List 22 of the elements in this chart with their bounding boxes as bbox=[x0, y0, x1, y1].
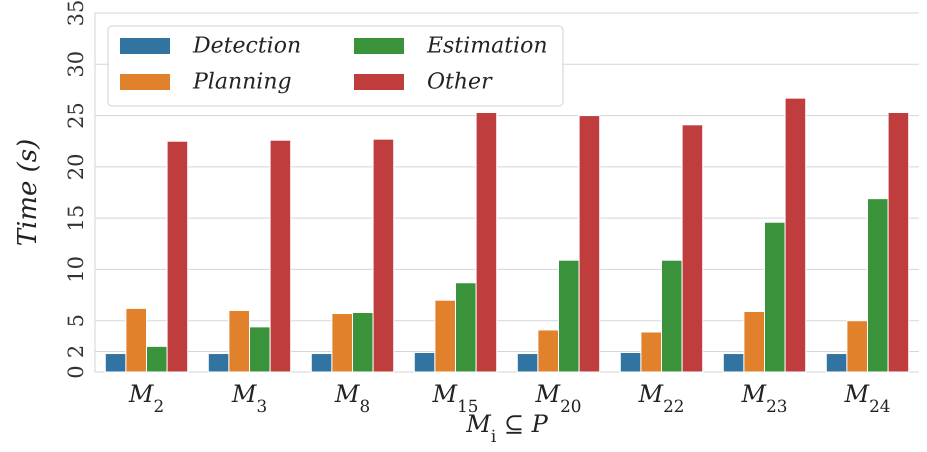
y-tick-label: 2 bbox=[64, 344, 88, 358]
y-axis-title: Time (s) bbox=[13, 138, 43, 246]
legend-label: Detection bbox=[192, 34, 302, 58]
legend-label: Other bbox=[427, 70, 494, 94]
y-tick-label: 5 bbox=[64, 314, 88, 328]
y-tick-label: 30 bbox=[64, 50, 88, 78]
x-tick-label: M$_{15}$ bbox=[432, 380, 478, 416]
y-tick-label: 15 bbox=[64, 204, 88, 232]
y-tick-label: 25 bbox=[64, 102, 88, 129]
legend-label: Planning bbox=[192, 70, 292, 94]
y-tick-label: 35 bbox=[64, 0, 88, 26]
x-tick-label: M$_{2}$ bbox=[128, 380, 164, 416]
x-tick-label: M$_{24}$ bbox=[844, 380, 890, 416]
x-tick-label: M$_{8}$ bbox=[334, 380, 370, 416]
x-tick-label: M$_{22}$ bbox=[638, 380, 684, 416]
legend-label: Estimation bbox=[426, 34, 548, 58]
y-tick-label: 0 bbox=[64, 365, 88, 379]
x-tick-label: M$_{3}$ bbox=[230, 380, 268, 416]
x-tick-label: M$_{23}$ bbox=[740, 380, 788, 416]
x-tick-label: M$_{20}$ bbox=[534, 380, 582, 416]
y-tick-label: 20 bbox=[64, 153, 88, 180]
y-tick-label: 10 bbox=[64, 256, 88, 283]
